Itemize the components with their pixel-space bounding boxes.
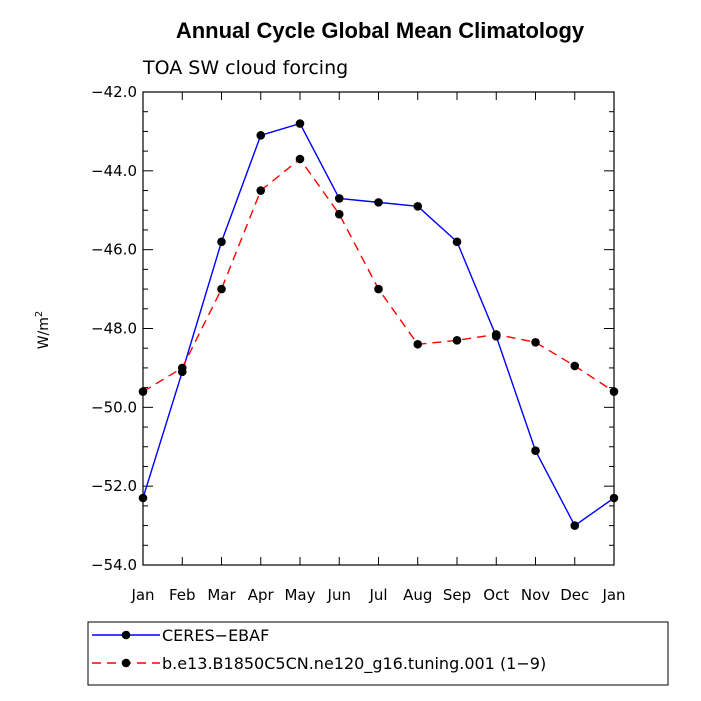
series-1-point (570, 521, 580, 530)
chart-subtitle: TOA SW cloud forcing (142, 57, 348, 79)
series-2-point (531, 337, 540, 347)
y-tick-label: −44.0 (91, 162, 137, 180)
y-tick-label: −46.0 (91, 241, 137, 259)
series-2-point (177, 363, 187, 373)
series-1-point (413, 202, 423, 211)
y-tick-label: −48.0 (91, 320, 137, 338)
legend-label-2: b.e13.B1850C5CN.ne120_g16.tuning.001 (1−… (162, 654, 546, 674)
x-tick-label: Nov (521, 586, 550, 604)
series-1-point (374, 198, 383, 207)
series-1-point (217, 237, 226, 247)
series-2-point (570, 361, 580, 371)
x-tick-label: Jan (130, 586, 154, 604)
ticks: Jan Feb Mar Apr May Jun Jul Aug Sep Oct Nov Dec Jan −… (91, 83, 626, 604)
series-1-point (138, 493, 148, 503)
series-1-point (256, 131, 266, 140)
y-axis-label-text: W/m (36, 317, 52, 349)
plot-frame (142, 91, 615, 566)
series-2-point (452, 336, 462, 345)
y-axis-label: W/m2 (34, 311, 52, 350)
x-tick-label: Mar (207, 586, 236, 604)
series-1-point (295, 119, 305, 128)
y-tick-label: −50.0 (91, 398, 137, 416)
x-tick-label: Jan (601, 586, 625, 604)
chart-title: Annual Cycle Global Mean Climatology (176, 18, 585, 43)
x-tick-label: Feb (169, 586, 196, 604)
legend-marker-2 (121, 658, 131, 668)
series-1-point (609, 493, 619, 503)
series-2-point (256, 186, 266, 195)
x-tick-label: Apr (248, 586, 275, 604)
series-2-point (217, 284, 226, 294)
series-2-point (413, 339, 423, 349)
series-1-point (531, 446, 540, 455)
series-line-2 (142, 157, 615, 393)
series-2-point (295, 154, 305, 164)
x-tick-label: Dec (560, 586, 589, 604)
legend-label-1: CERES−EBAF (162, 626, 269, 645)
series-layer (138, 119, 619, 530)
x-tick-label: Oct (483, 586, 509, 604)
series-2-point (609, 387, 619, 396)
legend-marker-1 (121, 630, 131, 640)
series-1-point (334, 194, 344, 203)
series-2-point (491, 330, 501, 339)
y-tick-label: −42.0 (91, 83, 137, 101)
x-tick-label: Jun (327, 586, 351, 604)
series-2-point (138, 387, 148, 396)
legend-box (87, 621, 669, 686)
x-tick-label: Aug (403, 586, 432, 604)
y-axis-label-superscript: 2 (34, 311, 45, 317)
legend: CERES−EBAF b.e13.B1850C5CN.ne120_g16.tuni… (92, 626, 546, 674)
series-1-point (452, 237, 462, 247)
series-2-point (374, 284, 383, 294)
x-tick-label: May (284, 586, 315, 604)
x-tick-label: Jul (368, 586, 387, 604)
series-line-1 (142, 122, 615, 527)
x-tick-label: Sep (443, 586, 471, 604)
series-2-point (334, 209, 344, 219)
y-tick-label: −54.0 (91, 556, 137, 574)
y-tick-label: −52.0 (91, 477, 137, 495)
